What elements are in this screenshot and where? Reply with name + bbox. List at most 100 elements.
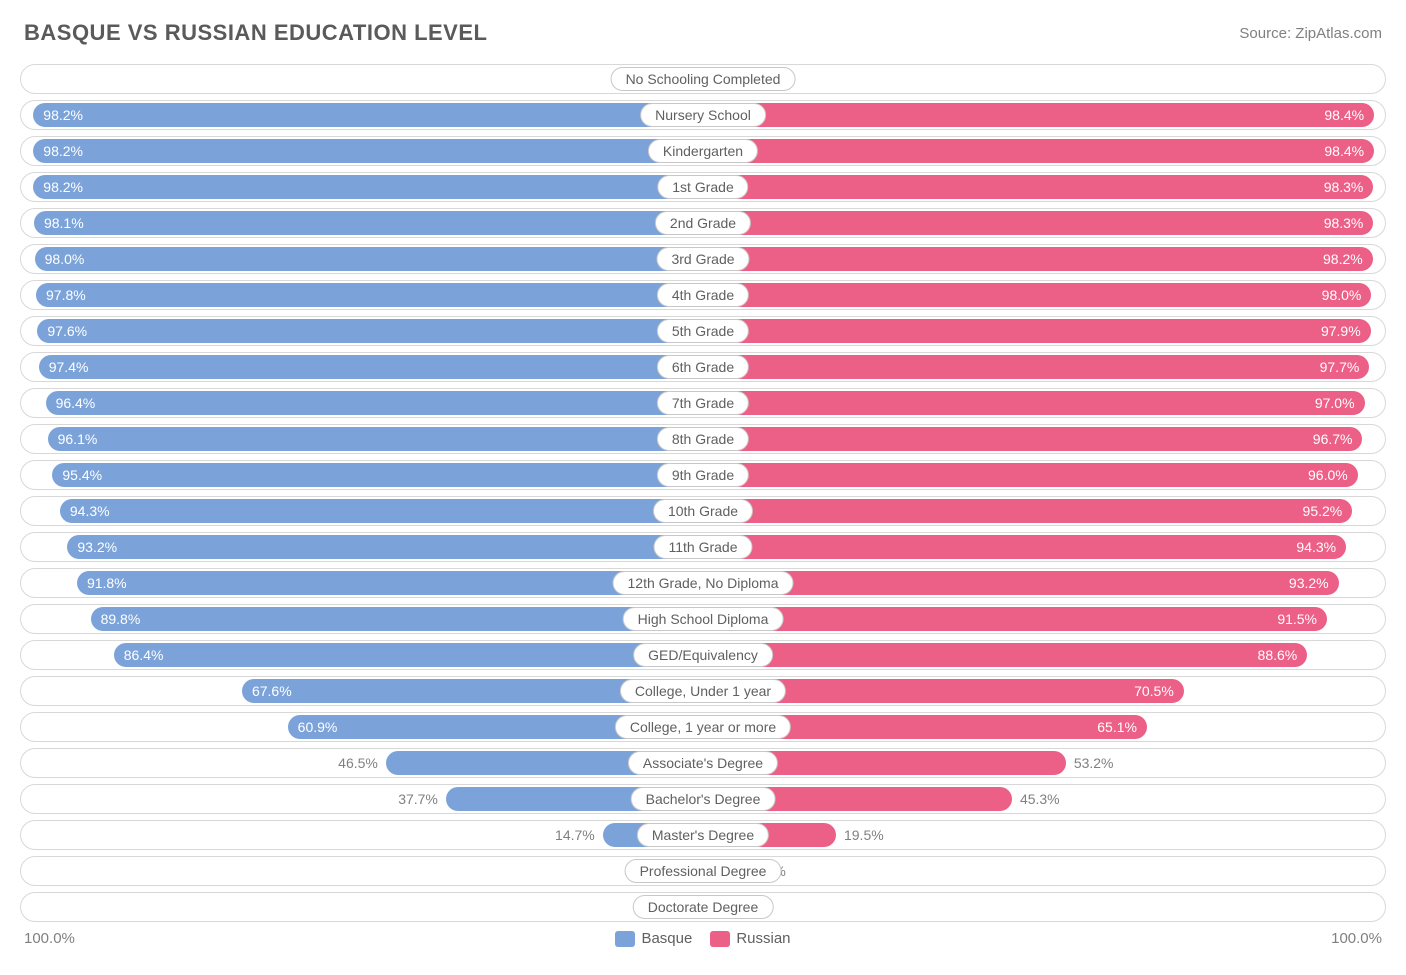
chart-row: 97.8%98.0%4th Grade <box>20 280 1386 310</box>
bar-right: 98.3% <box>703 175 1373 199</box>
chart-source: Source: ZipAtlas.com <box>1239 25 1382 42</box>
chart-row: 1.8%1.7%No Schooling Completed <box>20 64 1386 94</box>
axis-label-right: 100.0% <box>1331 930 1382 947</box>
legend-swatch-right <box>710 931 730 947</box>
category-label: 10th Grade <box>653 499 753 523</box>
bar-right: 96.7% <box>703 427 1362 451</box>
value-label-right: 19.5% <box>844 821 884 849</box>
chart-row: 96.4%97.0%7th Grade <box>20 388 1386 418</box>
category-label: Nursery School <box>640 103 766 127</box>
category-label: 4th Grade <box>657 283 749 307</box>
category-label: GED/Equivalency <box>633 643 773 667</box>
bar-left: 96.1% <box>48 427 703 451</box>
bar-right: 98.2% <box>703 247 1373 271</box>
chart-row: 4.6%6.3%Professional Degree <box>20 856 1386 886</box>
bar-right: 88.6% <box>703 643 1307 667</box>
bar-left: 98.1% <box>34 211 703 235</box>
chart-row: 98.1%98.3%2nd Grade <box>20 208 1386 238</box>
legend-swatch-left <box>615 931 635 947</box>
bar-right: 97.9% <box>703 319 1371 343</box>
bar-left: 97.4% <box>39 355 703 379</box>
chart-row: 14.7% 19.5% Master's Degree <box>20 820 1386 850</box>
chart-row: 67.6%70.5%College, Under 1 year <box>20 676 1386 706</box>
chart-row: 98.2%98.4%Nursery School <box>20 100 1386 130</box>
bar-left: 97.6% <box>37 319 703 343</box>
source-name: ZipAtlas.com <box>1295 25 1382 42</box>
category-label: 8th Grade <box>657 427 749 451</box>
chart-row: 60.9%65.1%College, 1 year or more <box>20 712 1386 742</box>
category-label: Professional Degree <box>625 859 782 883</box>
value-label-left: 46.5% <box>338 749 378 777</box>
chart-row: 1.9%2.6%Doctorate Degree <box>20 892 1386 922</box>
value-label-left: 37.7% <box>398 785 438 813</box>
bar-left: 94.3% <box>60 499 703 523</box>
bar-left: 89.8% <box>91 607 703 631</box>
bar-left: 93.2% <box>67 535 703 559</box>
category-label: 1st Grade <box>657 175 748 199</box>
category-label: 5th Grade <box>657 319 749 343</box>
category-label: 12th Grade, No Diploma <box>613 571 794 595</box>
category-label: 6th Grade <box>657 355 749 379</box>
chart-row: 98.2%98.3%1st Grade <box>20 172 1386 202</box>
legend-item-left: Basque <box>615 930 692 947</box>
bar-right: 98.4% <box>703 103 1374 127</box>
bar-left: 96.4% <box>46 391 703 415</box>
bar-right: 97.7% <box>703 355 1369 379</box>
chart-row: 97.6%97.9%5th Grade <box>20 316 1386 346</box>
source-label: Source: <box>1239 25 1291 42</box>
category-label: 3rd Grade <box>656 247 749 271</box>
chart-footer: 100.0% Basque Russian 100.0% <box>20 930 1386 947</box>
legend: Basque Russian <box>615 930 790 947</box>
chart-row: 97.4%97.7%6th Grade <box>20 352 1386 382</box>
category-label: Doctorate Degree <box>633 895 774 919</box>
chart-row: 94.3%95.2%10th Grade <box>20 496 1386 526</box>
category-label: College, 1 year or more <box>615 715 791 739</box>
chart-row: 37.7% 45.3% Bachelor's Degree <box>20 784 1386 814</box>
chart-row: 91.8%93.2%12th Grade, No Diploma <box>20 568 1386 598</box>
bar-right: 97.0% <box>703 391 1365 415</box>
legend-label-left: Basque <box>641 930 692 947</box>
bar-right: 95.2% <box>703 499 1352 523</box>
chart-row: 86.4%88.6%GED/Equivalency <box>20 640 1386 670</box>
category-label: 7th Grade <box>657 391 749 415</box>
legend-label-right: Russian <box>736 930 790 947</box>
bar-right: 96.0% <box>703 463 1358 487</box>
bar-left: 95.4% <box>52 463 703 487</box>
category-label: 9th Grade <box>657 463 749 487</box>
value-label-left: 14.7% <box>555 821 595 849</box>
bar-right: 98.4% <box>703 139 1374 163</box>
chart-row: 96.1%96.7%8th Grade <box>20 424 1386 454</box>
chart-row: 95.4%96.0%9th Grade <box>20 460 1386 490</box>
bar-right: 98.3% <box>703 211 1373 235</box>
value-label-right: 53.2% <box>1074 749 1114 777</box>
category-label: 11th Grade <box>653 535 752 559</box>
bar-right: 91.5% <box>703 607 1327 631</box>
bar-left: 86.4% <box>114 643 703 667</box>
legend-item-right: Russian <box>710 930 790 947</box>
bar-left: 98.2% <box>33 175 703 199</box>
bar-left: 98.2% <box>33 103 703 127</box>
chart-row: 89.8%91.5%High School Diploma <box>20 604 1386 634</box>
category-label: Associate's Degree <box>628 751 778 775</box>
bar-right: 98.0% <box>703 283 1371 307</box>
chart-row: 93.2%94.3%11th Grade <box>20 532 1386 562</box>
chart-row: 46.5% 53.2% Associate's Degree <box>20 748 1386 778</box>
chart-header: BASQUE VS RUSSIAN EDUCATION LEVEL Source… <box>20 20 1386 46</box>
category-label: College, Under 1 year <box>620 679 786 703</box>
category-label: 2nd Grade <box>655 211 751 235</box>
value-label-right: 45.3% <box>1020 785 1060 813</box>
bar-left: 97.8% <box>36 283 703 307</box>
bar-left: 98.2% <box>33 139 703 163</box>
bar-right: 93.2% <box>703 571 1339 595</box>
bar-right: 94.3% <box>703 535 1346 559</box>
category-label: High School Diploma <box>623 607 784 631</box>
chart-row: 98.0%98.2%3rd Grade <box>20 244 1386 274</box>
bar-left: 91.8% <box>77 571 703 595</box>
bar-left: 98.0% <box>35 247 703 271</box>
chart-row: 98.2%98.4%Kindergarten <box>20 136 1386 166</box>
category-label: Bachelor's Degree <box>631 787 776 811</box>
category-label: Kindergarten <box>648 139 758 163</box>
axis-label-left: 100.0% <box>24 930 75 947</box>
chart-title: BASQUE VS RUSSIAN EDUCATION LEVEL <box>24 20 487 46</box>
category-label: Master's Degree <box>637 823 769 847</box>
